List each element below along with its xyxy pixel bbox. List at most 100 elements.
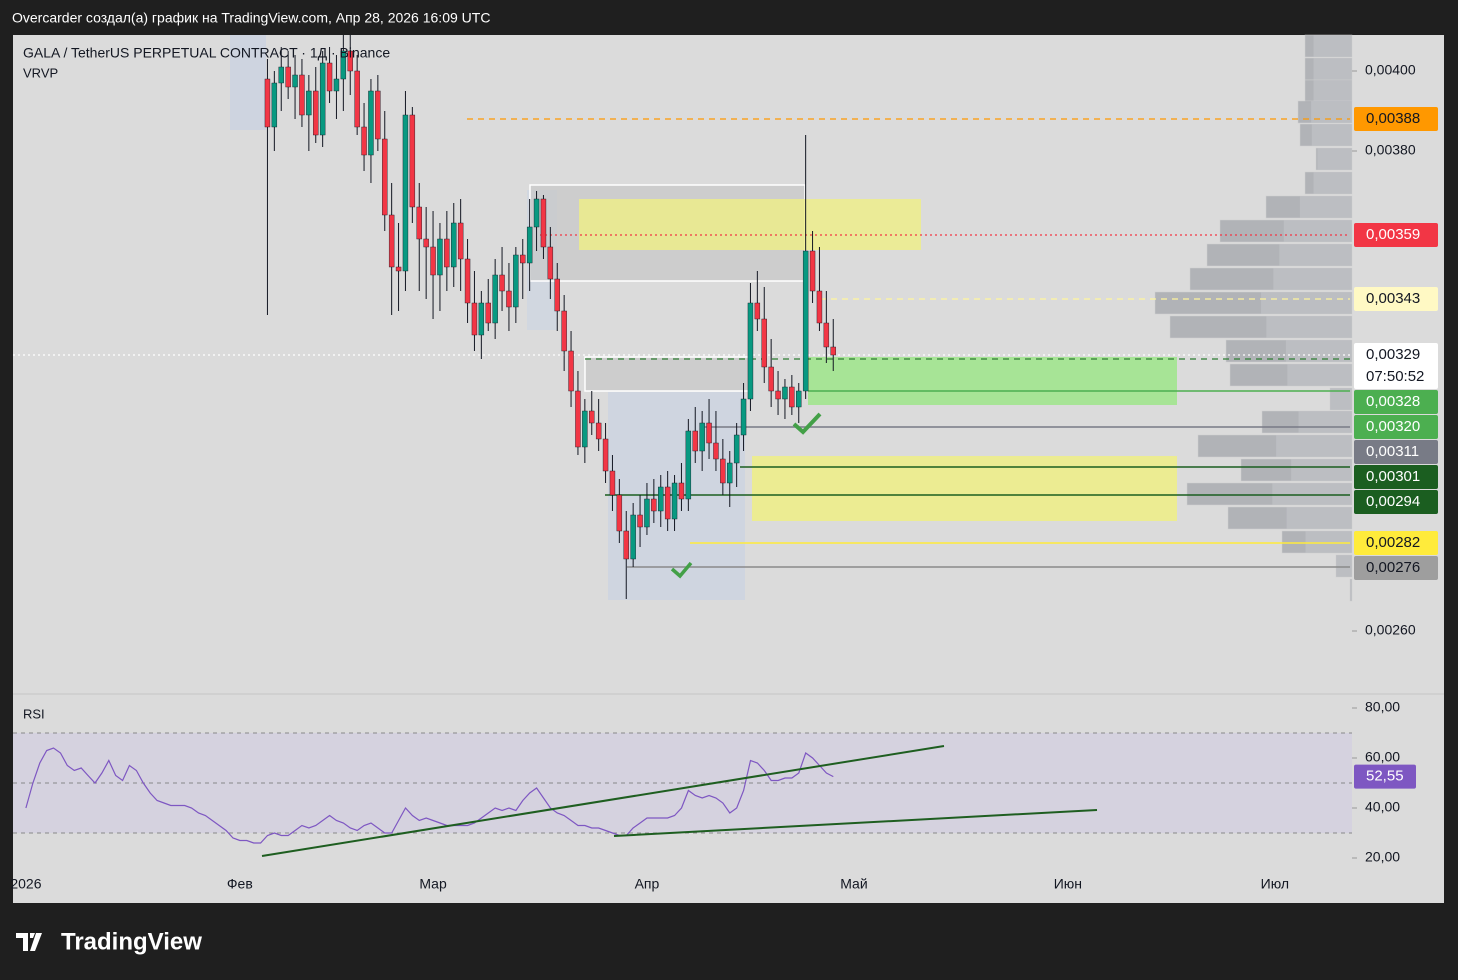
price-label-box [1354, 531, 1438, 555]
indicator-name: VRVP [23, 65, 58, 80]
candle-body [727, 462, 733, 484]
candle-body [533, 198, 540, 228]
candle-body [740, 398, 747, 436]
candle-body [782, 386, 788, 400]
trendline [261, 745, 945, 857]
price-label: 0,00311 [1366, 443, 1419, 460]
profile-bar-inner [1285, 340, 1352, 362]
price-label: 0,00276 [1366, 559, 1420, 576]
candle-body [733, 434, 740, 464]
candle-body [437, 238, 443, 276]
candle-body [382, 138, 388, 216]
candle-body [713, 442, 719, 460]
trendline [613, 809, 1098, 837]
candle-body [292, 74, 298, 88]
candle-body [720, 458, 726, 484]
candle-body [761, 318, 767, 368]
candle-body [554, 278, 560, 312]
profile-bar-inner [1276, 435, 1352, 457]
countdown: 07:50:52 [1366, 368, 1424, 385]
candle-body [678, 482, 685, 500]
supply-zone [579, 199, 921, 250]
candle-body [671, 482, 678, 520]
profile-bar-inner [1273, 268, 1352, 290]
candle-body [423, 238, 429, 248]
profile-bar-inner [1287, 364, 1352, 386]
x-tick-label: Мар [419, 876, 447, 892]
rsi-value-box [1354, 764, 1416, 789]
profile-area [230, 35, 266, 130]
candle-body [368, 90, 374, 156]
candle-body [319, 62, 326, 136]
x-tick-label: Фев [227, 876, 253, 892]
candle-body [616, 494, 623, 532]
candle-body [526, 226, 533, 264]
rsi-pane [13, 732, 1352, 844]
price-label: 0,00301 [1366, 468, 1420, 485]
rsi-trendlines [261, 745, 1098, 857]
y-tick-label: 0,00400 [1365, 62, 1416, 78]
y-tick-label: 0,00380 [1365, 142, 1416, 158]
candle-body [561, 310, 567, 352]
candle-body [326, 62, 333, 92]
candle-body [457, 222, 464, 260]
profile-bar-inner [1350, 579, 1352, 601]
y-tick-label: 0,00260 [1365, 622, 1416, 638]
candle-body [340, 50, 347, 80]
profile-bar-inner [1317, 148, 1352, 170]
price-label: 0,00343 [1366, 290, 1420, 307]
candle-body [754, 302, 761, 320]
checkmark [670, 561, 693, 579]
candle-body [658, 486, 664, 512]
candle-body [271, 82, 278, 128]
candle-body [464, 258, 471, 304]
candle-body [513, 254, 519, 308]
candle-body [802, 250, 809, 392]
candle-body [285, 66, 291, 88]
candle-body [575, 390, 581, 448]
candle-body [768, 366, 774, 392]
profile-bar-inner [1313, 172, 1352, 194]
profile-bar-inner [1330, 388, 1352, 410]
demand-zone [752, 456, 1177, 521]
logo-mark [16, 933, 42, 951]
candle-body [809, 250, 816, 292]
candle-body [361, 126, 367, 156]
profile-bar-inner [1313, 80, 1352, 102]
caption: Overcarder создал(а) график на TradingVi… [12, 10, 490, 26]
x-tick-label: Апр [635, 876, 660, 892]
profile-bar-inner [1272, 483, 1352, 505]
profile-bar-inner [1305, 531, 1352, 553]
candle-body [430, 246, 436, 276]
candle-body [520, 254, 526, 264]
candle-body [747, 302, 754, 400]
candle-body [823, 322, 830, 348]
candle-body [499, 274, 505, 292]
candle-body [402, 114, 409, 272]
rsi-y-tick-label: 80,00 [1365, 699, 1400, 715]
candle-body [796, 390, 802, 408]
x-tick-label: Май [840, 876, 867, 892]
candle-body [354, 70, 360, 128]
profile-bar-inner [1313, 35, 1352, 57]
candle-body [485, 302, 491, 324]
profile-bar-inner [1313, 58, 1352, 80]
profile-bar-inner [1261, 292, 1352, 314]
rsi-value-label: 52,55 [1366, 768, 1404, 785]
candle-body [375, 90, 381, 140]
profile-bar-inner [1311, 101, 1352, 123]
candle-body [278, 66, 284, 84]
profile-bar-inner [1279, 244, 1352, 266]
price-label-box [1354, 556, 1438, 580]
candle-body [685, 430, 692, 500]
rsi-y-tick-label: 20,00 [1365, 849, 1400, 865]
price-label-box [1354, 223, 1438, 247]
candle-body [299, 74, 305, 116]
profile-bar-inner [1336, 555, 1352, 577]
candle-body [388, 214, 395, 268]
price-label-box [1354, 343, 1438, 389]
candle-body [789, 386, 795, 408]
candle-body [444, 238, 450, 268]
candle-body [409, 114, 416, 208]
